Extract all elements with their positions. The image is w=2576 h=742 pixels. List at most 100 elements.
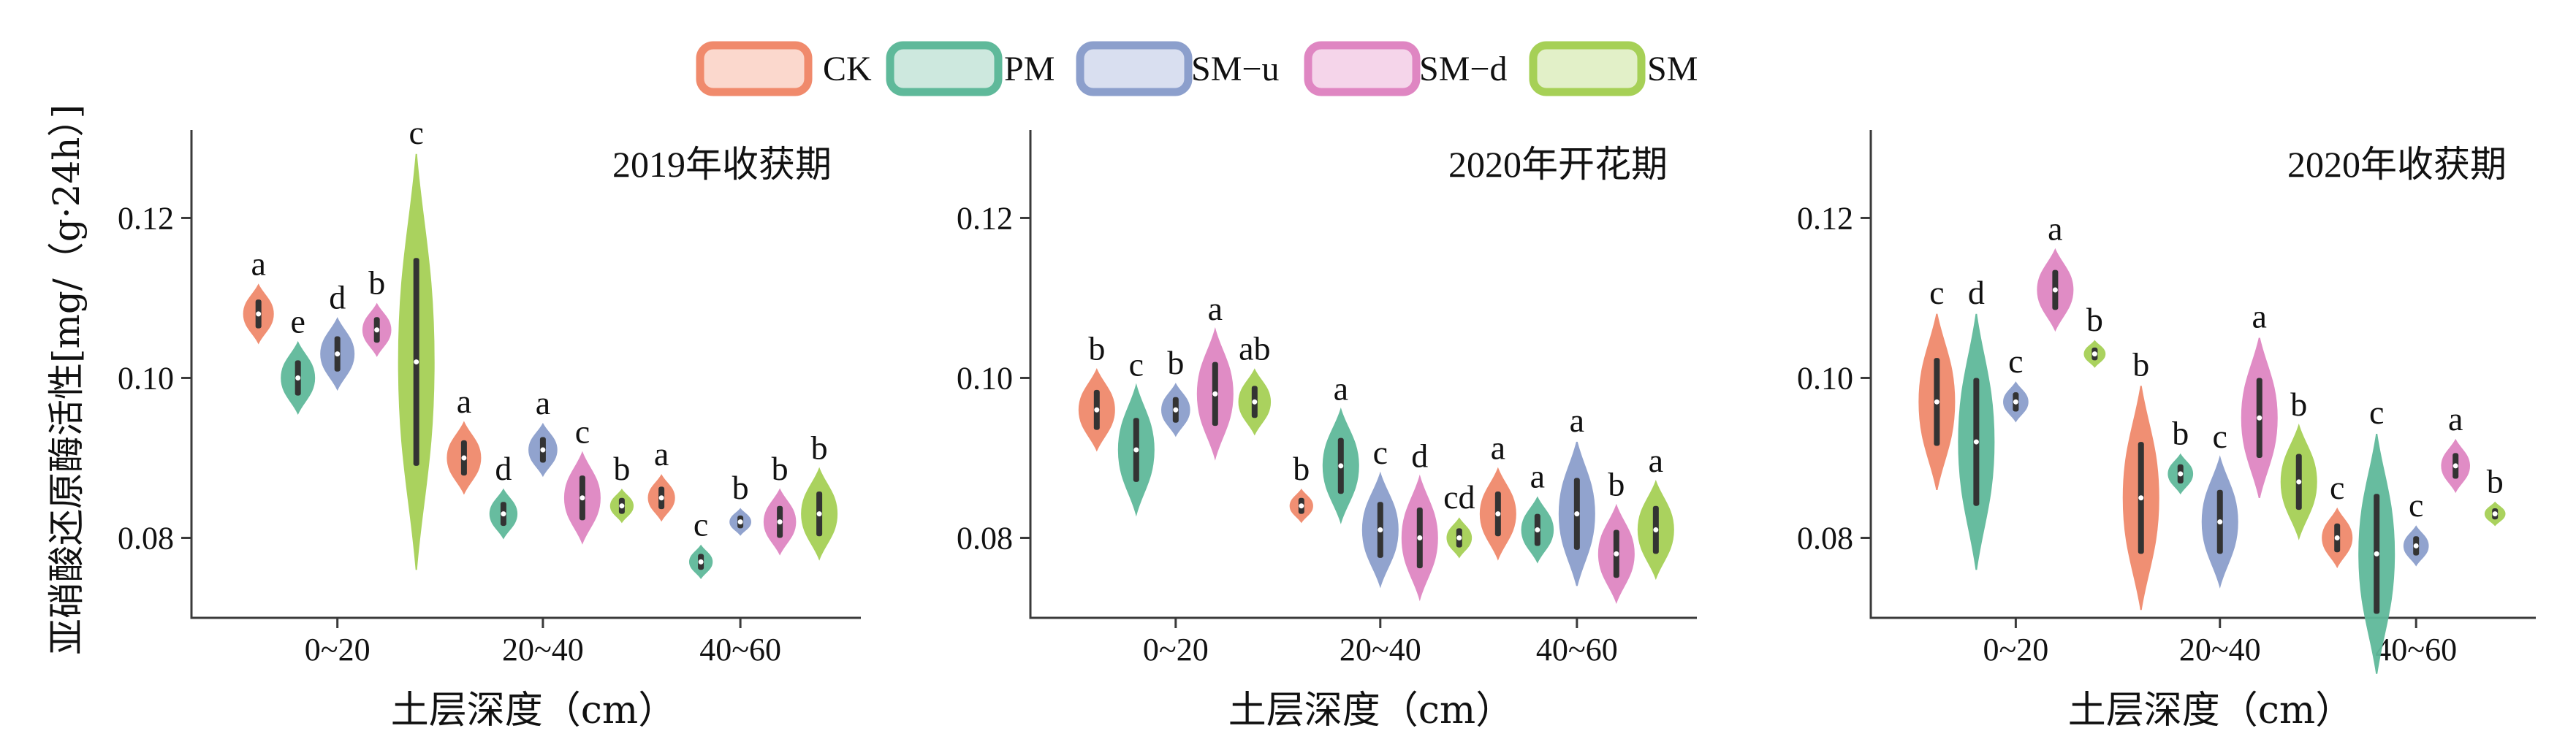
- significance-label: ab: [1239, 330, 1270, 367]
- legend-item-2: SM−u: [1076, 41, 1279, 96]
- panel-title: 2019年收获期: [612, 144, 832, 185]
- significance-label: a: [1530, 458, 1545, 495]
- significance-label: b: [368, 264, 385, 302]
- legend-swatch: [886, 41, 1003, 96]
- violin-median: [295, 375, 301, 380]
- violin-median: [1653, 527, 1659, 533]
- violin: a: [2441, 400, 2471, 494]
- x-tick-label: 40~60: [1536, 632, 1618, 668]
- significance-label: c: [2409, 486, 2423, 524]
- violin: d: [489, 450, 518, 540]
- violin-median: [1495, 511, 1501, 517]
- violin-median: [1614, 551, 1619, 556]
- violin: b: [2167, 415, 2194, 495]
- violin: b: [1597, 466, 1635, 605]
- violin-median: [501, 511, 506, 517]
- violin-median: [1378, 527, 1383, 533]
- significance-label: a: [1334, 370, 1348, 407]
- violin-median: [1133, 447, 1139, 453]
- panel-title: 2020年开花期: [1448, 144, 1668, 185]
- significance-label: a: [1208, 290, 1223, 327]
- panels: 0.08 0.10 0.12 0~20 20~40 40~60 2019年收获期土层深度（c…: [118, 114, 2536, 733]
- violin: a: [528, 384, 558, 478]
- violin-median: [2374, 551, 2379, 556]
- significance-label: b: [2172, 415, 2189, 452]
- violin-median: [2052, 287, 2058, 293]
- significance-label: d: [1411, 437, 1428, 474]
- legend-label: SM−d: [1419, 50, 1507, 88]
- violin-median: [2091, 351, 2097, 357]
- violin: cd: [1443, 478, 1475, 559]
- violin: b: [362, 264, 392, 357]
- violin-median: [777, 519, 783, 525]
- violin: c: [688, 505, 713, 580]
- significance-label: c: [2008, 343, 2023, 380]
- violin-median: [1338, 463, 1344, 469]
- violin-median: [335, 351, 341, 357]
- significance-label: c: [1373, 434, 1388, 471]
- y-tick-label: 0.08: [118, 520, 174, 556]
- violin: e: [281, 302, 316, 416]
- violin-median: [2413, 543, 2419, 548]
- legend: CK PM SM−u SM−d SM: [696, 41, 1698, 96]
- significance-label: b: [2132, 345, 2149, 383]
- significance-label: c: [694, 505, 708, 543]
- y-tick-label: 0.10: [1797, 360, 1853, 396]
- significance-label: b: [2290, 386, 2307, 423]
- violin: ab: [1238, 330, 1272, 436]
- legend-label: PM: [1004, 50, 1055, 88]
- significance-label: c: [1929, 274, 1944, 311]
- violin-median: [2452, 463, 2458, 469]
- violin: b: [1289, 450, 1313, 524]
- violin: b: [729, 469, 752, 536]
- significance-label: b: [1088, 330, 1105, 367]
- legend-item-1: PM: [886, 41, 1055, 96]
- violin-median: [580, 495, 585, 501]
- violin: b: [801, 429, 838, 561]
- violin: b: [763, 450, 797, 556]
- legend-swatch: [696, 41, 813, 96]
- violin-median: [816, 511, 822, 517]
- violin: a: [1637, 442, 1674, 581]
- legend-item-3: SM−d: [1304, 41, 1507, 96]
- panel-title: 2020年收获期: [2287, 144, 2507, 185]
- legend-label: CK: [823, 50, 872, 88]
- x-tick-label: 20~40: [1340, 632, 1421, 668]
- y-axis-label: 亚硝酸还原酶活性[mg/（g·24h）]: [45, 104, 88, 655]
- violin-median: [540, 447, 546, 453]
- violin-median: [1094, 407, 1100, 413]
- axes: [190, 130, 861, 619]
- legend-item-4: SM: [1529, 41, 1698, 96]
- x-tick-label: 40~60: [699, 632, 781, 668]
- violin: a: [2241, 298, 2278, 498]
- violin: b: [2280, 386, 2317, 540]
- violin-median: [374, 327, 380, 333]
- violin: b: [609, 450, 634, 524]
- violin-median: [619, 503, 625, 509]
- significance-label: a: [2252, 298, 2267, 335]
- violin-median: [1417, 535, 1423, 540]
- legend-swatch: [1304, 41, 1421, 96]
- significance-label: d: [1968, 274, 1985, 311]
- violin: c: [2358, 394, 2395, 674]
- violin-median: [1212, 391, 1218, 397]
- violin: c: [398, 114, 435, 570]
- x-tick-label: 0~20: [1143, 632, 1209, 668]
- violin: a: [1479, 429, 1516, 561]
- significance-label: b: [2086, 301, 2103, 338]
- x-tick-label: 0~20: [1983, 632, 2048, 668]
- legend-item-0: CK: [696, 41, 872, 96]
- violin-median: [461, 455, 467, 461]
- significance-label: d: [495, 450, 512, 487]
- significance-label: b: [732, 469, 749, 506]
- y-tick-label: 0.08: [957, 520, 1013, 556]
- violin: d: [1958, 274, 1995, 570]
- violin-median: [2138, 495, 2144, 501]
- significance-label: d: [329, 278, 346, 315]
- violin-median: [1934, 399, 1939, 405]
- violin: b: [2484, 462, 2506, 527]
- violin-median: [658, 495, 664, 501]
- significance-label: a: [251, 245, 265, 282]
- panel-3: 0.08 0.10 0.12 0~20 20~40 40~60 2020年收获期土层深度（c…: [1797, 130, 2536, 733]
- panel-2: 0.08 0.10 0.12 0~20 20~40 40~60 2020年开花期土层深度（c…: [957, 130, 1697, 733]
